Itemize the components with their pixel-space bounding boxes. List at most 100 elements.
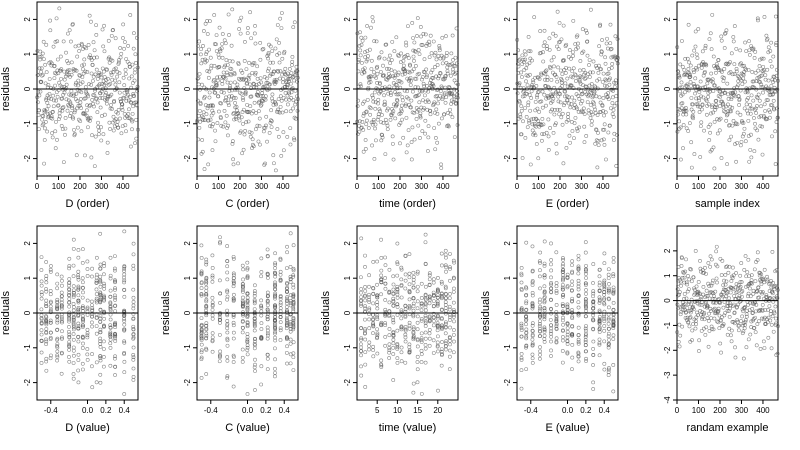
data-point bbox=[423, 324, 428, 328]
data-point bbox=[583, 77, 587, 81]
data-point bbox=[284, 266, 289, 271]
data-point bbox=[774, 42, 778, 47]
data-point bbox=[371, 19, 376, 24]
data-point bbox=[549, 329, 553, 334]
data-point bbox=[435, 111, 440, 116]
data-point bbox=[529, 96, 534, 100]
data-point bbox=[211, 111, 216, 115]
data-point bbox=[253, 127, 258, 132]
y-tick-label: 0 bbox=[23, 86, 32, 91]
data-point bbox=[686, 129, 691, 133]
data-point bbox=[423, 93, 427, 98]
data-point bbox=[278, 300, 283, 305]
data-point bbox=[697, 110, 702, 114]
data-point bbox=[291, 322, 296, 327]
y-tick-label: 2 bbox=[183, 17, 192, 22]
data-point bbox=[245, 352, 250, 357]
data-point bbox=[356, 84, 361, 89]
data-point bbox=[682, 292, 687, 296]
data-point bbox=[369, 67, 374, 71]
data-point bbox=[555, 79, 560, 84]
data-point bbox=[608, 47, 613, 52]
data-point bbox=[533, 133, 538, 138]
data-point bbox=[236, 161, 240, 166]
data-point bbox=[397, 91, 402, 96]
data-point bbox=[357, 119, 362, 124]
data-point bbox=[229, 43, 234, 48]
data-point bbox=[284, 109, 289, 114]
data-point bbox=[689, 165, 694, 170]
data-point bbox=[519, 386, 524, 391]
data-point bbox=[213, 90, 218, 95]
data-point bbox=[376, 97, 381, 102]
data-point bbox=[76, 334, 81, 339]
data-point bbox=[712, 83, 717, 88]
data-point bbox=[225, 336, 230, 341]
data-point bbox=[252, 328, 257, 333]
data-point bbox=[391, 345, 396, 350]
data-point bbox=[758, 308, 763, 312]
y-tick-label: 2 bbox=[343, 17, 352, 22]
data-point bbox=[48, 335, 53, 340]
data-point bbox=[46, 104, 51, 108]
data-point bbox=[529, 117, 534, 122]
data-point bbox=[265, 331, 270, 336]
data-point bbox=[410, 21, 415, 25]
data-point bbox=[541, 122, 546, 127]
data-point bbox=[375, 282, 379, 287]
data-point bbox=[576, 359, 581, 364]
data-point bbox=[447, 354, 452, 359]
data-point bbox=[231, 284, 236, 289]
data-point bbox=[676, 281, 681, 286]
data-point bbox=[411, 308, 416, 313]
data-point bbox=[709, 257, 714, 262]
data-point bbox=[258, 76, 263, 81]
data-point bbox=[371, 259, 376, 264]
data-point bbox=[684, 310, 689, 314]
data-point bbox=[391, 274, 396, 279]
data-point bbox=[591, 380, 596, 385]
data-point bbox=[455, 95, 460, 100]
data-point bbox=[407, 297, 412, 302]
data-point bbox=[35, 73, 40, 78]
data-point bbox=[729, 333, 733, 338]
data-point bbox=[432, 53, 437, 58]
data-point bbox=[51, 93, 56, 98]
data-point bbox=[247, 82, 252, 87]
data-point bbox=[225, 330, 230, 335]
data-point bbox=[561, 268, 565, 272]
data-point bbox=[766, 78, 771, 83]
data-point bbox=[443, 306, 448, 311]
data-point bbox=[59, 315, 64, 320]
data-point bbox=[606, 316, 611, 321]
data-point bbox=[259, 80, 263, 85]
data-point bbox=[615, 61, 620, 66]
data-point bbox=[407, 326, 412, 331]
data-point bbox=[76, 247, 81, 252]
data-point bbox=[80, 304, 85, 309]
data-point bbox=[204, 321, 209, 326]
data-point bbox=[55, 336, 60, 341]
data-point bbox=[262, 125, 266, 130]
data-point bbox=[752, 149, 757, 154]
data-point bbox=[538, 29, 543, 33]
data-point bbox=[76, 269, 81, 274]
data-point bbox=[259, 102, 264, 107]
data-point bbox=[247, 73, 252, 78]
data-point bbox=[235, 87, 240, 92]
data-point bbox=[237, 27, 242, 31]
data-point bbox=[196, 44, 200, 48]
data-point bbox=[570, 129, 575, 133]
data-point bbox=[288, 264, 293, 269]
data-point bbox=[276, 107, 280, 112]
x-tick-label: 200 bbox=[393, 182, 407, 191]
data-point bbox=[197, 113, 201, 118]
data-point bbox=[403, 360, 408, 365]
data-point bbox=[200, 149, 205, 154]
data-point bbox=[136, 127, 140, 132]
data-point bbox=[361, 128, 366, 132]
data-point bbox=[199, 338, 204, 342]
data-point bbox=[291, 317, 296, 321]
data-point bbox=[565, 308, 570, 312]
